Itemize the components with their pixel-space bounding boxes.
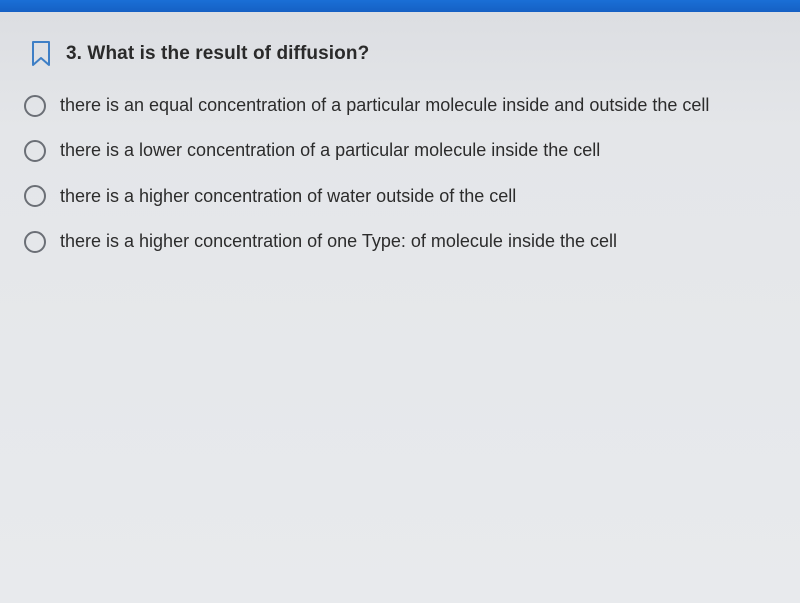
option-3[interactable]: there is a higher concentration of one T…: [24, 230, 776, 253]
question-header: 3. What is the result of diffusion?: [30, 40, 776, 68]
option-label: there is a higher concentration of one T…: [60, 230, 617, 253]
option-label: there is a lower concentration of a part…: [60, 139, 600, 162]
question-text: 3. What is the result of diffusion?: [66, 43, 369, 65]
app-top-bar: [0, 0, 800, 12]
bookmark-icon[interactable]: [30, 40, 52, 68]
radio-icon[interactable]: [24, 95, 46, 117]
option-label: there is an equal concentration of a par…: [60, 94, 709, 117]
option-2[interactable]: there is a higher concentration of water…: [24, 185, 776, 208]
option-0[interactable]: there is an equal concentration of a par…: [24, 94, 776, 117]
option-label: there is a higher concentration of water…: [60, 185, 516, 208]
radio-icon[interactable]: [24, 231, 46, 253]
radio-icon[interactable]: [24, 185, 46, 207]
option-1[interactable]: there is a lower concentration of a part…: [24, 139, 776, 162]
radio-icon[interactable]: [24, 140, 46, 162]
question-panel: 3. What is the result of diffusion? ther…: [0, 12, 800, 603]
